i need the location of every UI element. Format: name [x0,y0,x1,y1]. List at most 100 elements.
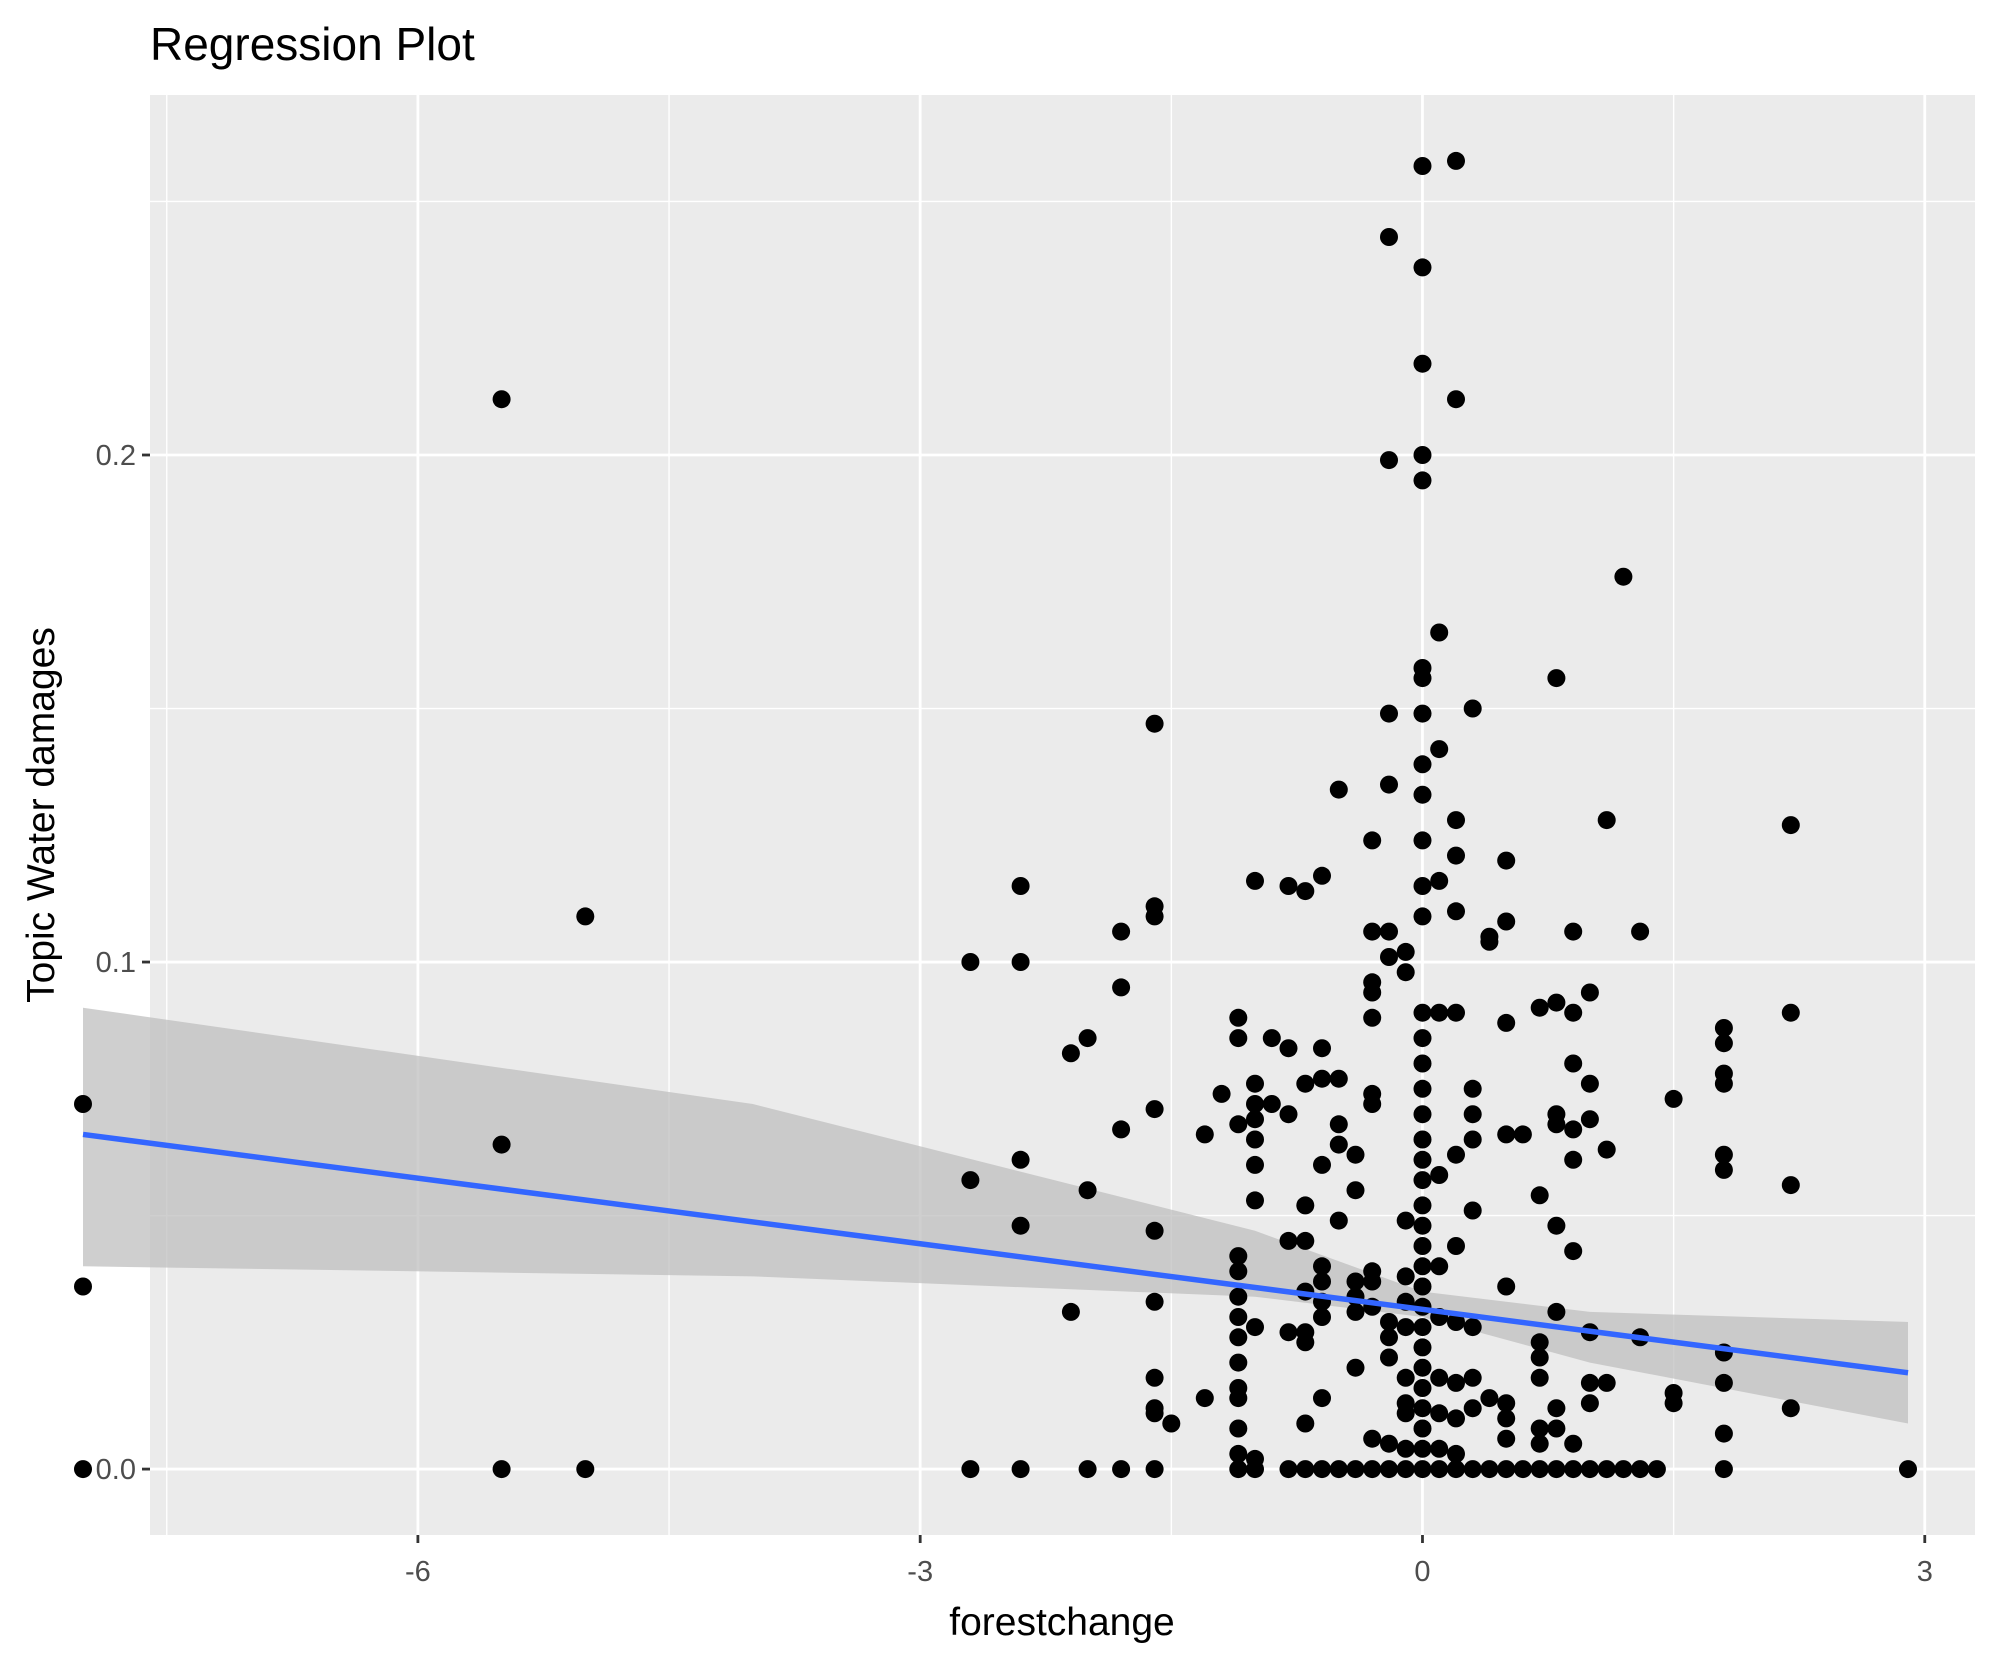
data-point [1363,1008,1382,1027]
data-point [1229,1247,1248,1266]
data-point [1413,1029,1432,1048]
data-point [1313,1069,1331,1088]
data-point [1463,699,1482,718]
data-point [1346,1358,1365,1377]
data-point [1413,1419,1432,1438]
data-point [1497,1013,1516,1032]
data-point [1413,1379,1432,1397]
data-point [1229,1029,1248,1048]
data-point [1061,1044,1080,1063]
data-point [1480,1389,1499,1408]
regression-line [82,1131,1909,1376]
data-point [1714,1145,1733,1164]
data-point [1447,1409,1465,1428]
data-point [1447,1444,1465,1463]
data-point [1447,811,1465,830]
data-point [1346,1181,1365,1200]
y-tick-label: 0.2 [96,440,136,472]
data-point [1145,1368,1164,1387]
data-point [1413,1003,1432,1022]
data-point [1229,1308,1248,1326]
x-tick-label: 0 [1414,1556,1430,1588]
y-axis: 0.0 0.1 0.2 [96,440,150,1486]
data-point [1447,1237,1465,1255]
data-point [1530,1348,1549,1367]
data-point [1447,390,1465,409]
data-point [1396,1460,1415,1479]
data-point [1480,1460,1499,1479]
data-point [1447,1460,1465,1479]
data-point [1396,1404,1415,1423]
data-point [74,1460,92,1479]
data-point [1547,1302,1566,1321]
data-point [1329,1069,1348,1088]
data-point [1530,1333,1549,1352]
data-point [1229,1262,1248,1281]
data-point [1246,1074,1264,1093]
data-point [1279,1105,1298,1124]
data-point [1011,877,1030,895]
data-point [1413,907,1432,926]
data-point [1413,471,1432,490]
data-point [576,907,595,926]
data-point [1380,922,1398,941]
data-point [1664,1394,1683,1413]
data-point [1480,932,1499,951]
data-point [1564,1242,1583,1261]
data-point [1547,1399,1566,1418]
data-point [1714,1373,1733,1392]
data-point [1195,1125,1214,1144]
chart-title: Regression Plot [150,18,475,70]
data-point [1329,1135,1348,1154]
data-point [1413,1460,1432,1479]
data-point [1279,1039,1298,1058]
data-point [1329,1460,1348,1479]
data-point [1229,1353,1248,1372]
data-point [1714,1074,1733,1093]
data-point [1714,1160,1733,1179]
data-point [1580,1373,1599,1392]
data-point [1145,1404,1164,1423]
data-point [1564,1460,1583,1479]
data-point [1564,922,1583,941]
data-point [1246,1460,1264,1479]
data-point [1396,1368,1415,1387]
data-point [1547,1115,1566,1134]
data-point [1430,1166,1449,1184]
data-point [1463,1130,1482,1149]
data-point [1413,1399,1432,1418]
data-point [1899,1460,1917,1479]
data-point [1380,1313,1398,1331]
data-point [1497,912,1516,931]
data-point [1597,1373,1616,1392]
data-point [1413,1277,1432,1296]
data-point [1380,451,1398,470]
data-point [1313,1272,1331,1291]
data-point [1011,1150,1030,1169]
data-point [1262,1095,1281,1113]
data-point [1463,1105,1482,1124]
data-point [1413,354,1432,373]
data-point [1614,1460,1633,1479]
data-point [1262,1029,1281,1048]
data-point [1229,1008,1248,1027]
data-point [1346,1302,1365,1321]
data-point [1430,623,1449,642]
data-point [1580,983,1599,1002]
data-point [1513,1125,1532,1144]
y-tick-label: 0.0 [96,1454,136,1486]
data-point [1145,1100,1164,1119]
data-point [1564,1003,1583,1022]
data-point [1413,1130,1432,1149]
data-point [1547,669,1566,688]
data-point [1463,1079,1482,1098]
data-point [1447,846,1465,865]
data-point [1313,1460,1331,1479]
data-point [1363,1272,1382,1291]
data-point [1781,1399,1800,1418]
data-point [1313,1039,1331,1058]
data-point [1313,1155,1331,1174]
x-axis: -6 -3 0 3 [405,1535,1933,1588]
data-point [1011,1216,1030,1235]
